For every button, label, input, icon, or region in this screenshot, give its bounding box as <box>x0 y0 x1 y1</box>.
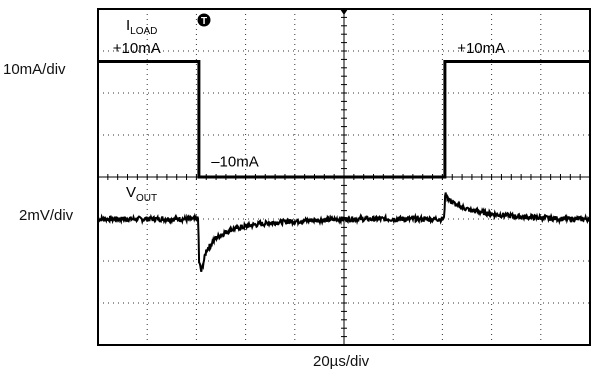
traces <box>97 60 591 272</box>
v-out-label: VOUT <box>126 184 157 204</box>
trigger-position-marker <box>340 9 348 15</box>
time-scale-label: 20µs/div <box>313 353 370 370</box>
trigger-icon-letter: T <box>201 16 207 27</box>
trace-labels: ILOAD VOUT T +10mA –10mA +10mA <box>113 13 505 204</box>
trigger-icon: T <box>197 13 211 27</box>
i-load-label: ILOAD <box>126 17 157 37</box>
trigger-icon-circle <box>197 13 211 27</box>
v-out-trace <box>97 192 591 272</box>
current-level-annotation: –10mA <box>211 154 259 171</box>
i-load-trace <box>98 60 590 179</box>
current-level-annotation: +10mA <box>113 40 161 57</box>
current-scale-label: 10mA/div <box>3 61 66 78</box>
voltage-scale-label: 2mV/div <box>19 207 74 224</box>
current-level-annotation: +10mA <box>457 40 505 57</box>
